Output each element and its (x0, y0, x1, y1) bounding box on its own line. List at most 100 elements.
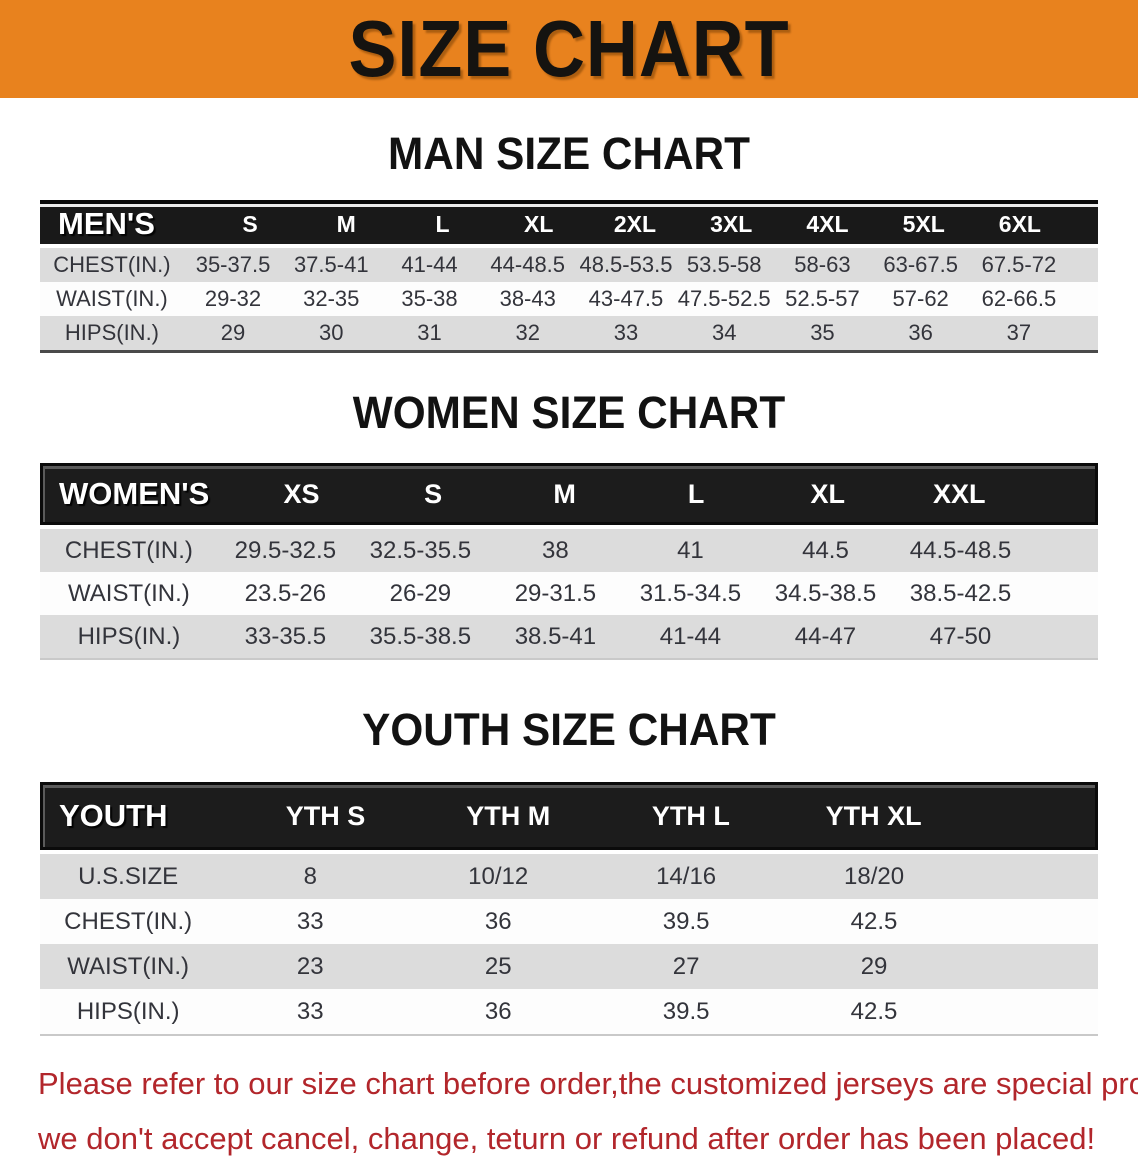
measurement-value: 31.5-34.5 (639, 579, 742, 607)
measurement-value: 44-47 (794, 622, 857, 650)
measurement-value: 38.5-41 (514, 622, 597, 650)
measurement-value: 27 (672, 952, 700, 980)
measurement-value: 38 (542, 536, 569, 564)
measurement-value: 58-63 (794, 252, 851, 277)
size-column-header: 4XL (806, 210, 849, 237)
size-column-header: M (336, 210, 356, 237)
men-size-table: MEN'S S M L XL 2XL 3XL 4XL 5XL 6XL CHEST(IN.) 35-37… (40, 200, 1098, 353)
size-column-header: S (242, 210, 258, 237)
measurement-row: CHEST(IN.) 35-37.5 37.5-41 41-44 44-48.5 48.5… (40, 248, 1098, 282)
measurement-value: 36 (484, 907, 512, 935)
size-column-header: 6XL (998, 210, 1041, 237)
measurement-value: 36 (908, 320, 933, 345)
measurement-value: 48.5-53.5 (579, 252, 673, 277)
size-column-header: L (687, 478, 705, 509)
measurement-label: HIPS(IN.) (76, 997, 180, 1025)
measurement-value: 37.5-41 (293, 252, 369, 277)
measurement-value: 63-67.5 (883, 252, 958, 277)
measurement-row: WAIST(IN.) 29-32 32-35 35-38 38-43 43-47.5 47.… (40, 282, 1098, 316)
measurement-label: CHEST(IN.) (53, 252, 171, 277)
measurement-value: 44.5-48.5 (909, 536, 1012, 564)
measurement-value: 37 (1006, 320, 1032, 345)
table-title-cell: MEN'S (58, 206, 155, 241)
measurement-value: 39.5 (662, 997, 710, 1025)
size-column-header: XL (524, 210, 554, 237)
measurement-label: CHEST(IN.) (64, 536, 193, 564)
measurement-value: 42.5 (850, 997, 898, 1025)
table-title-cell: WOMEN'S (59, 476, 210, 511)
women-size-table: WOMEN'S XS S M L XL XXL CHEST(IN.) 29.5-32.5 32.5… (40, 463, 1098, 660)
measurement-value: 33 (613, 320, 639, 345)
measurement-value: 34 (711, 320, 737, 345)
women-chart-heading: WOMEN SIZE CHART (352, 387, 786, 438)
measurement-value: 25 (484, 952, 512, 980)
measurement-value: 67.5-72 (981, 252, 1057, 277)
table-title-cell: YOUTH (59, 798, 168, 833)
notice-line-1: Please refer to our size chart before or… (38, 1066, 1138, 1101)
measurement-value: 52.5-57 (785, 286, 860, 311)
measurement-value: 10/12 (468, 862, 529, 890)
measurement-value: 33 (296, 907, 324, 935)
measurement-value: 31 (417, 320, 442, 345)
measurement-value: 29-32 (204, 286, 262, 311)
measurement-label: WAIST(IN.) (56, 286, 168, 311)
size-column-header: YTH XL (825, 800, 922, 831)
measurement-row: WAIST(IN.) 23 25 27 29 (40, 944, 1098, 989)
measurement-label: U.S.SIZE (78, 862, 179, 890)
measurement-value: 43-47.5 (588, 286, 664, 311)
measurement-row: WAIST(IN.) 23.5-26 26-29 29-31.5 31.5-34.5 34… (40, 572, 1098, 615)
measurement-label: WAIST(IN.) (68, 579, 190, 607)
size-column-header: XS (283, 478, 320, 509)
measurement-label: WAIST(IN.) (67, 952, 190, 980)
measurement-value: 35.5-38.5 (369, 622, 472, 650)
measurement-value: 35-38 (401, 286, 458, 311)
youth-chart-heading: YOUTH SIZE CHART (362, 704, 776, 755)
measurement-value: 47.5-52.5 (677, 286, 771, 311)
measurement-row: HIPS(IN.) 33-35.5 35.5-38.5 38.5-41 41-44 44-… (40, 615, 1098, 658)
size-column-header: 3XL (710, 210, 753, 237)
measurement-value: 29 (220, 320, 246, 345)
measurement-value: 38-43 (499, 286, 556, 311)
youth-section: YOUTH SIZE CHART YOUTH YTH S YTH M YTH L YTH… (0, 660, 1138, 1036)
measurement-label: HIPS(IN.) (64, 320, 160, 345)
women-section: WOMEN SIZE CHART WOMEN'S XS S M L XL XXL CHEST(… (0, 353, 1138, 660)
size-column-header: YTH S (285, 800, 366, 831)
measurement-value: 42.5 (850, 907, 898, 935)
measurement-value: 41 (677, 536, 704, 564)
measurement-row: CHEST(IN.) 33 36 39.5 42.5 (40, 899, 1098, 944)
measurement-value: 35-37.5 (195, 252, 271, 277)
table-header-row: YOUTH YTH S YTH M YTH L YTH XL (40, 782, 1098, 850)
measurement-value: 29-31.5 (514, 579, 597, 607)
measurement-value: 23.5-26 (244, 579, 327, 607)
table-header-row: MEN'S S M L XL 2XL 3XL 4XL 5XL 6XL (40, 200, 1098, 244)
size-column-header: L (435, 210, 450, 237)
measurement-value: 44-48.5 (490, 252, 566, 277)
measurement-value: 44.5 (802, 536, 849, 564)
measurement-value: 39.5 (662, 907, 710, 935)
notice-line-2: we don't accept cancel, change, teturn o… (38, 1120, 1096, 1156)
measurement-value: 14/16 (656, 862, 717, 890)
size-column-header: YTH L (651, 800, 730, 831)
measurement-value: 41-44 (401, 252, 458, 277)
measurement-value: 29 (860, 952, 888, 980)
measurement-value: 23 (296, 952, 324, 980)
size-column-header: S (424, 478, 443, 509)
measurement-row: HIPS(IN.) 29 30 31 32 33 34 35 36 37 (40, 316, 1098, 350)
order-notice: Please refer to our size chart before or… (38, 1062, 1138, 1162)
table-header-row: WOMEN'S XS S M L XL XXL (40, 463, 1098, 525)
measurement-value: 32-35 (303, 286, 360, 311)
measurement-value: 8 (303, 862, 317, 890)
measurement-value: 62-66.5 (981, 286, 1057, 311)
measurement-value: 33 (296, 997, 324, 1025)
measurement-value: 29.5-32.5 (234, 536, 337, 564)
measurement-value: 38.5-42.5 (909, 579, 1012, 607)
measurement-value: 57-62 (892, 286, 949, 311)
measurement-value: 30 (319, 320, 344, 345)
size-column-header: 2XL (613, 210, 657, 237)
measurement-row: U.S.SIZE 8 10/12 14/16 18/20 (40, 854, 1098, 899)
measurement-label: CHEST(IN.) (64, 907, 193, 935)
measurement-value: 47-50 (929, 622, 992, 650)
page-title: SIZE CHART (348, 4, 790, 93)
measurement-value: 36 (484, 997, 512, 1025)
